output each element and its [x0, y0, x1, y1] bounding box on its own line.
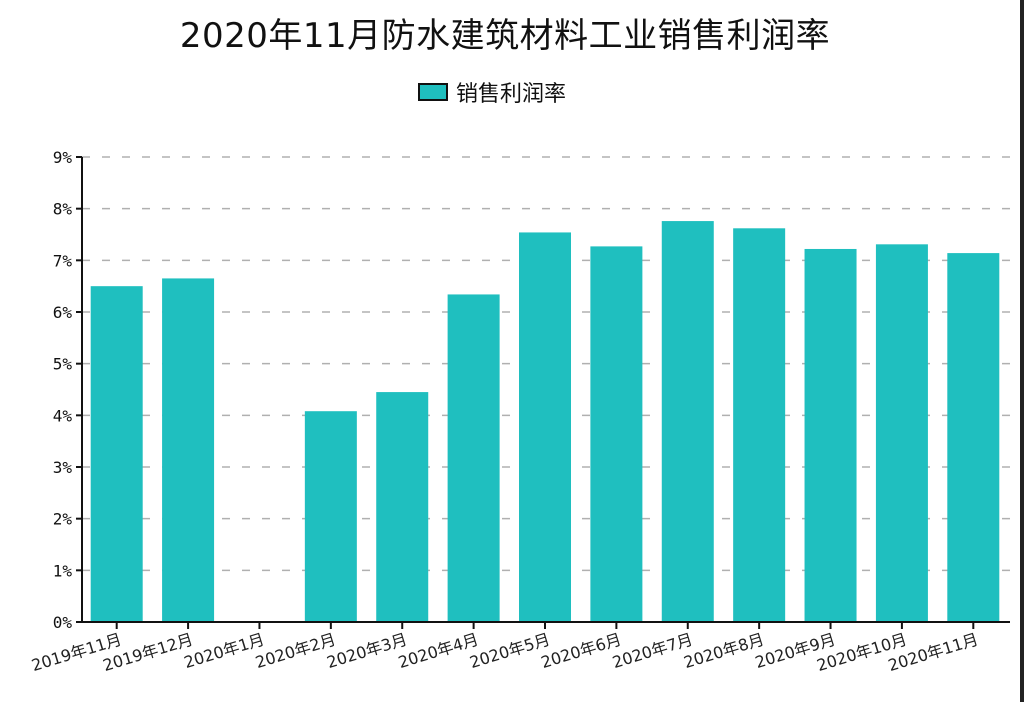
y-tick-label: 6% — [53, 303, 73, 322]
y-tick-label: 3% — [53, 458, 73, 477]
y-tick-label: 7% — [53, 251, 73, 270]
legend-swatch — [418, 83, 448, 101]
x-tick-label: 2020年3月 — [325, 630, 410, 672]
bar — [661, 221, 714, 623]
bar — [162, 278, 215, 622]
y-tick-label: 2% — [53, 510, 73, 529]
bar — [947, 253, 1000, 622]
x-tick-label: 2020年5月 — [467, 630, 552, 672]
y-tick-label: 1% — [53, 561, 73, 580]
y-tick-label: 5% — [53, 355, 73, 374]
bar — [733, 228, 786, 623]
x-tick-label: 2020年1月 — [182, 630, 267, 672]
legend: 销售利润率 — [418, 76, 566, 108]
x-tick-label: 2020年8月 — [681, 630, 766, 672]
legend-label: 销售利润率 — [456, 82, 567, 107]
chart-title: 2020年11月防水建筑材料工业销售利润率 — [179, 16, 831, 56]
window-edge — [1020, 0, 1024, 702]
x-tick-label: 2020年2月 — [253, 630, 338, 672]
bar — [90, 286, 143, 622]
bar — [804, 248, 857, 622]
bar — [376, 392, 429, 622]
bar — [447, 294, 500, 622]
x-tick-label: 2020年7月 — [610, 630, 695, 672]
bar — [590, 246, 643, 622]
x-tick-label: 2020年4月 — [396, 630, 481, 672]
bar — [519, 232, 571, 622]
bar — [304, 411, 357, 622]
x-tick-label: 2020年6月 — [539, 630, 624, 672]
bar — [875, 244, 928, 623]
y-tick-label: 0% — [53, 613, 73, 632]
y-tick-label: 9% — [53, 148, 73, 167]
y-tick-label: 8% — [53, 200, 73, 219]
y-tick-label: 4% — [53, 406, 73, 425]
